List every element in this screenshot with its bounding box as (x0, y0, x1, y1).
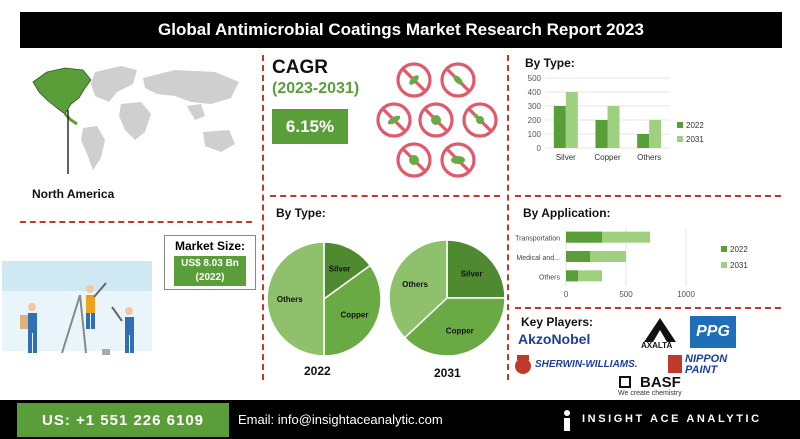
bar-others-2031 (649, 120, 662, 148)
legend-label: 2022 (686, 121, 704, 130)
legend-swatch (721, 262, 727, 268)
sherwin-williams-logo-mark (515, 355, 531, 374)
microbe-icons (376, 62, 498, 178)
axalta-logo: AXALTA (641, 341, 673, 350)
basf-logo-mark (619, 376, 631, 388)
legend-swatch (677, 122, 683, 128)
ppg-logo: PPG (690, 316, 736, 348)
world-map (32, 66, 239, 174)
north-america-region (32, 67, 92, 115)
divider-right-h (515, 195, 781, 197)
insight-ace-logo-icon (564, 410, 570, 431)
bar-silver-2031 (565, 92, 578, 148)
pie-label-silver: Silver (461, 269, 483, 278)
pie-2031-label: 2031 (434, 366, 461, 380)
divider-right-h2 (515, 307, 781, 309)
pie-label-others: Others (402, 280, 428, 289)
market-size-value: US$ 8.03 Bn (2022) (174, 256, 246, 286)
x-tick-label: 1000 (677, 290, 695, 299)
divider-left-h (20, 221, 252, 223)
footer-brand: INSIGHT ACE ANALYTIC (582, 413, 762, 425)
y-tick-label: 400 (528, 88, 542, 97)
divider-left (262, 55, 264, 380)
legend-swatch (721, 246, 727, 252)
y-tick-label: 500 (528, 74, 542, 83)
nippon-paint-logo: NIPPON PAINT (685, 354, 727, 376)
x-tick-label: 0 (564, 290, 569, 299)
page-title: Global Antimicrobial Coatings Market Res… (20, 12, 782, 48)
bar-2022-2 (566, 270, 578, 282)
bar-2031-2 (566, 270, 602, 282)
pie-section-title: By Type: (276, 206, 326, 220)
akzonobel-logo: AkzoNobel (518, 331, 591, 347)
painters-illustration (2, 261, 152, 355)
nippon-line1: NIPPON (685, 353, 728, 365)
pie-2022-label: 2022 (304, 364, 331, 378)
cagr-period: (2023-2031) (272, 80, 360, 97)
basf-logo: BASF (640, 374, 681, 391)
pie-slice-silver (323, 241, 372, 301)
bar-copper-2022 (595, 120, 608, 148)
y-tick-label: Others (539, 274, 561, 281)
y-tick-label: 200 (528, 116, 542, 125)
pie-slice-others (388, 239, 448, 339)
y-tick-label: 300 (528, 102, 542, 111)
footer-phone: US: +1 551 226 6109 (17, 403, 229, 437)
bar-chart-title: By Type: (525, 56, 575, 70)
pie-slice-copper (403, 297, 506, 357)
footer-email: Email: info@insightaceanalytic.com (238, 412, 443, 427)
axalta-logo-mark (644, 318, 676, 342)
pie-chart-2031: Silver Copper Others (388, 239, 506, 357)
x-tick-label: Silver (556, 153, 576, 162)
pie-label-others: Others (277, 295, 303, 304)
ppg-logo-text: PPG (696, 323, 730, 340)
basf-tagline: We create chemistry (618, 390, 682, 397)
market-size-value-line1: US$ 8.03 Bn (181, 258, 239, 269)
market-size-box: Market Size: US$ 8.03 Bn (2022) (164, 235, 256, 290)
bar-2031-0 (566, 231, 650, 243)
cagr-value: 6.15% (272, 109, 348, 144)
y-tick-label: 100 (528, 130, 542, 139)
bar-copper-2031 (607, 106, 620, 148)
x-tick-label: Others (637, 153, 661, 162)
hbar-chart-title: By Application: (523, 206, 611, 220)
pie-chart-2022: Silver Copper Others (266, 241, 382, 357)
y-tick-label: 0 (537, 144, 542, 153)
y-tick-label: Medical and... (516, 255, 560, 262)
x-tick-label: 500 (619, 290, 633, 299)
bar-silver-2022 (553, 106, 566, 148)
market-size-value-line2: (2022) (195, 272, 225, 283)
cagr-title: CAGR (272, 57, 328, 78)
bar-2022-1 (566, 251, 590, 262)
pie-slice-others (266, 241, 325, 357)
hbar-chart-by-application: 0 500 1000 Transportation Medical and... Othe… (515, 228, 748, 299)
pie-slice-copper (323, 264, 382, 357)
region-label: North America (32, 187, 115, 201)
key-players-title: Key Players: (521, 315, 594, 329)
legend-label: 2022 (730, 245, 748, 254)
bar-2031-1 (566, 251, 626, 262)
pie-slice-silver (446, 239, 506, 299)
pie-label-copper: Copper (340, 311, 368, 320)
divider-right (507, 55, 509, 380)
bar-chart-by-type: 0 100 200 300 400 500 Silver Copper Others 2022 20… (528, 74, 705, 162)
legend-label: 2031 (686, 135, 704, 144)
legend-label: 2031 (730, 261, 748, 270)
legend-swatch (677, 136, 683, 142)
market-size-title: Market Size: (174, 239, 246, 253)
pie-label-silver: Silver (329, 265, 351, 274)
bar-others-2022 (637, 134, 650, 148)
y-tick-label: Transportation (515, 236, 560, 243)
nippon-logo-mark (668, 355, 682, 373)
pie-label-copper: Copper (446, 326, 474, 335)
bar-2022-0 (566, 231, 602, 243)
sherwin-williams-logo: SHERWIN-WILLIAMS. (535, 359, 638, 370)
nippon-line2: PAINT (685, 364, 718, 376)
x-tick-label: Copper (594, 153, 621, 162)
divider-mid-h (270, 195, 500, 197)
